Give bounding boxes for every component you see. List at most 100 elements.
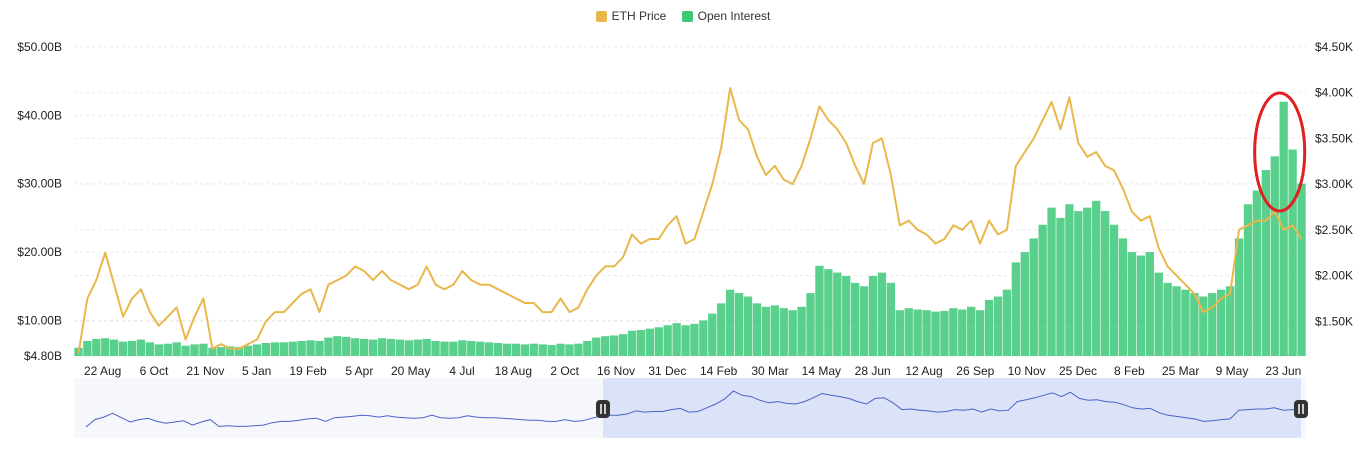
oi-bar xyxy=(1208,293,1217,356)
oi-bar xyxy=(556,343,565,356)
x-tick-label: 28 Jun xyxy=(855,364,891,378)
oi-bar xyxy=(484,342,494,356)
oi-bar xyxy=(833,272,842,356)
oi-bar xyxy=(467,340,476,356)
oi-bar xyxy=(601,336,610,356)
oi-bar xyxy=(1270,156,1279,356)
oi-bar xyxy=(1172,286,1181,356)
oi-bar xyxy=(1092,200,1101,356)
oi-bar xyxy=(1297,183,1306,356)
legend-item-open-interest[interactable]: Open Interest xyxy=(681,9,771,23)
oi-bar xyxy=(511,343,521,356)
oi-bar xyxy=(592,337,601,356)
oi-bar xyxy=(681,325,690,356)
x-tick-label: 16 Nov xyxy=(597,364,635,378)
oi-bar xyxy=(993,296,1003,356)
oi-bar xyxy=(949,308,958,356)
oi-bar xyxy=(288,341,297,356)
oi-bar xyxy=(904,308,913,356)
oi-bar xyxy=(342,336,351,356)
legend-label-oi: Open Interest xyxy=(697,9,771,23)
oi-bar xyxy=(377,338,387,356)
oi-bar xyxy=(243,345,253,356)
navigator-left-handle[interactable] xyxy=(596,400,610,418)
oi-bar xyxy=(850,282,860,356)
y-right-tick-label: $2.00K xyxy=(1315,269,1353,283)
oi-bar xyxy=(1243,204,1253,356)
y-left-tick-label: $50.00B xyxy=(17,40,62,54)
navigator-right-handle[interactable] xyxy=(1294,400,1308,418)
oi-bar xyxy=(1154,272,1163,356)
oi-bar xyxy=(529,343,538,356)
navigator-line xyxy=(85,390,1302,428)
x-tick-label: 31 Dec xyxy=(648,364,686,378)
oi-bar xyxy=(440,341,449,356)
y-right-tick-label: $4.00K xyxy=(1315,86,1353,100)
oi-bar xyxy=(395,339,405,356)
oi-bar xyxy=(967,306,976,356)
oi-bar xyxy=(913,309,922,356)
oi-bar xyxy=(788,310,797,356)
oi-bar xyxy=(1109,224,1119,356)
x-tick-label: 12 Aug xyxy=(905,364,942,378)
legend-item-eth-price[interactable]: ETH Price xyxy=(595,9,667,23)
oi-bar xyxy=(708,313,717,356)
oi-bar xyxy=(1083,207,1092,356)
y-left-tick-label: $40.00B xyxy=(17,108,62,122)
oi-bar xyxy=(118,341,128,356)
oi-bar xyxy=(404,340,413,356)
oi-bar xyxy=(877,272,887,356)
navigator-selection[interactable] xyxy=(603,378,1301,438)
oi-bar xyxy=(208,347,217,356)
oi-bar xyxy=(984,299,994,356)
oi-bar xyxy=(734,293,744,356)
x-tick-label: 10 Nov xyxy=(1008,364,1046,378)
oi-bar xyxy=(547,345,556,356)
oi-bar xyxy=(127,340,137,356)
oi-bar xyxy=(1217,289,1226,356)
oi-bar xyxy=(315,340,324,356)
oi-bar xyxy=(1038,224,1047,356)
oi-bar xyxy=(92,338,101,356)
oi-bar xyxy=(1074,211,1083,356)
oi-bar xyxy=(199,343,208,356)
oi-bar xyxy=(1288,149,1297,356)
oi-bar xyxy=(618,334,628,356)
oi-bar xyxy=(359,338,369,356)
oi-bar xyxy=(761,306,771,356)
oi-bar xyxy=(1234,238,1244,356)
y-right-tick-label: $2.50K xyxy=(1315,223,1353,237)
oi-bar xyxy=(717,303,726,356)
x-tick-label: 20 May xyxy=(391,364,430,378)
y-left-tick-label: $4.80B xyxy=(24,349,62,363)
x-tick-label: 4 Jul xyxy=(449,364,474,378)
oi-bar xyxy=(270,342,280,356)
oi-bar xyxy=(324,337,333,356)
legend-label-price: ETH Price xyxy=(611,9,667,23)
oi-bar xyxy=(636,330,646,356)
oi-bar xyxy=(654,327,663,356)
x-tick-label: 14 Feb xyxy=(700,364,738,378)
oi-bar xyxy=(868,276,878,356)
oi-bar xyxy=(699,320,708,356)
oi-bar xyxy=(1065,204,1074,356)
oi-bar xyxy=(645,328,654,356)
oi-bar xyxy=(83,340,92,356)
oi-bar xyxy=(806,293,815,356)
oi-bar xyxy=(859,286,869,356)
oi-bar xyxy=(1002,289,1012,356)
x-tick-label: 26 Sep xyxy=(956,364,994,378)
oi-bar xyxy=(1118,238,1128,356)
x-tick-label: 19 Feb xyxy=(289,364,327,378)
oi-bar xyxy=(1136,255,1146,356)
oi-bar xyxy=(172,342,181,356)
oi-bar xyxy=(895,310,904,356)
oi-bar xyxy=(190,344,199,356)
y-left-tick-label: $30.00B xyxy=(17,177,62,191)
x-tick-label: 21 Nov xyxy=(186,364,224,378)
y-right-tick-label: $3.00K xyxy=(1315,177,1353,191)
oi-bar xyxy=(743,296,753,356)
oi-bar xyxy=(770,305,779,356)
